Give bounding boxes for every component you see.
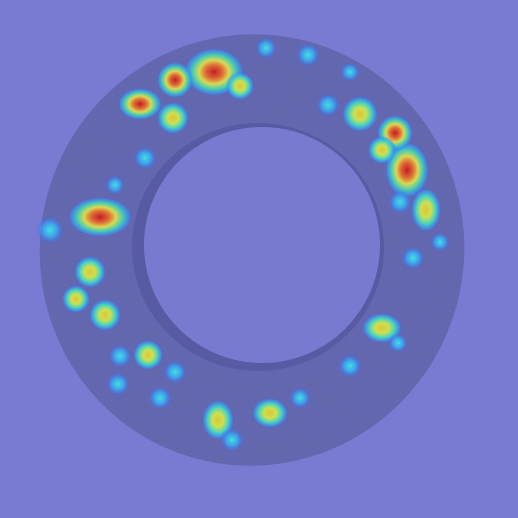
hotspot (157, 102, 189, 134)
hotspots (36, 37, 450, 452)
hotspot (296, 43, 320, 67)
hotspot (89, 299, 121, 331)
hotspot (148, 386, 172, 410)
hotspot (68, 197, 132, 237)
hotspot (388, 190, 412, 214)
hotspot (133, 146, 157, 170)
hotspot (36, 216, 64, 244)
hotspot (388, 333, 408, 353)
hotspot (368, 136, 396, 164)
hotspot (430, 232, 450, 252)
hotspot (108, 344, 132, 368)
hotspot (133, 340, 163, 370)
hotspot (62, 285, 90, 313)
hotspot (342, 96, 378, 132)
hotspot (106, 372, 130, 396)
ring-hole (144, 127, 380, 363)
hotspot (252, 398, 288, 428)
hotspot (401, 246, 425, 270)
hotspot (289, 387, 311, 409)
hotspot (163, 360, 187, 384)
hotspot (226, 72, 254, 100)
hotspot (411, 188, 441, 232)
hotspot (316, 93, 340, 117)
hotspot (74, 256, 106, 288)
hotspot (338, 354, 362, 378)
hotspot (105, 175, 125, 195)
hotspot (220, 428, 244, 452)
hotspot (255, 37, 277, 59)
hotspot (340, 62, 360, 82)
hotspot (385, 142, 429, 198)
hotspot (157, 62, 193, 98)
hotspot (118, 88, 162, 120)
